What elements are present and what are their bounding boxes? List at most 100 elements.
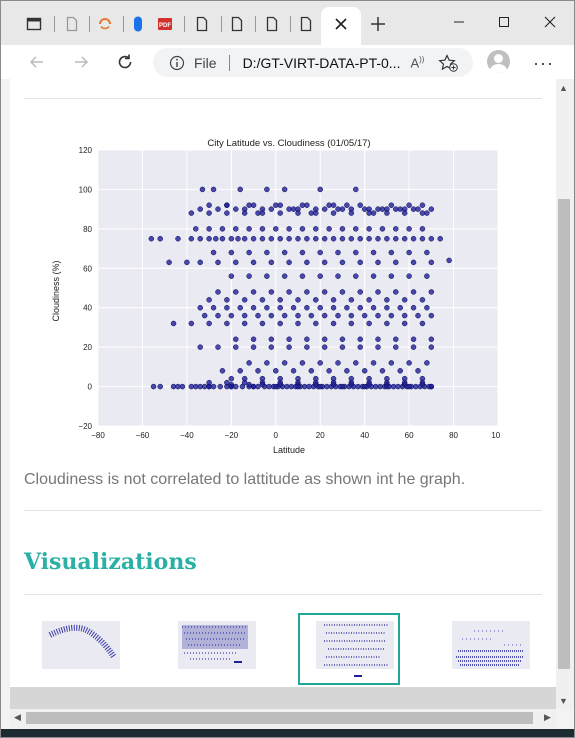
- data-point: [428, 259, 435, 266]
- data-point: [397, 304, 403, 311]
- horizontal-scroll-thumb[interactable]: [26, 712, 533, 724]
- data-point: [428, 289, 435, 295]
- data-point: [259, 235, 266, 242]
- horizontal-scrollbar[interactable]: ◀ ▶: [10, 709, 556, 728]
- more-menu-icon[interactable]: ···: [533, 53, 554, 73]
- data-point: [317, 249, 323, 256]
- data-point: [268, 259, 275, 266]
- tab-separator: [123, 16, 124, 32]
- data-point: [273, 202, 279, 208]
- forward-arrow-icon[interactable]: [69, 50, 93, 74]
- data-point: [277, 235, 283, 242]
- data-point: [424, 304, 430, 311]
- data-point: [419, 202, 426, 208]
- close-icon[interactable]: [333, 16, 349, 32]
- divider-top: [24, 98, 542, 99]
- active-tab[interactable]: [321, 7, 361, 45]
- add-favorite-icon[interactable]: [438, 53, 459, 72]
- extension-icon[interactable]: [129, 9, 147, 39]
- data-point: [370, 360, 377, 366]
- data-point: [424, 360, 430, 366]
- scroll-down-arrow-icon[interactable]: ▼: [559, 696, 568, 706]
- page-icon[interactable]: [193, 9, 211, 39]
- window-icon[interactable]: [25, 9, 43, 39]
- data-point: [393, 336, 399, 343]
- data-point: [228, 383, 235, 390]
- close-window-icon[interactable]: [538, 11, 562, 33]
- address-toolbar: File D:/GT-VIRT-DATA-PT-0... A)) ···: [1, 45, 574, 79]
- profile-avatar[interactable]: [487, 50, 510, 73]
- read-aloud-icon[interactable]: A)): [410, 54, 425, 71]
- thumbnail-temperature[interactable]: .: [24, 613, 126, 685]
- x-tick-label: −80: [91, 431, 105, 440]
- loading-icon[interactable]: [96, 9, 114, 39]
- scroll-up-arrow-icon[interactable]: ▲: [559, 83, 568, 93]
- vertical-scrollbar[interactable]: ▲ ▼: [556, 79, 574, 709]
- data-point: [264, 304, 270, 311]
- info-icon[interactable]: [169, 55, 185, 71]
- data-point: [415, 368, 421, 374]
- data-point: [246, 360, 252, 366]
- scroll-right-arrow-icon[interactable]: ▶: [544, 712, 551, 722]
- scroll-left-arrow-icon[interactable]: ◀: [14, 712, 21, 722]
- data-point: [428, 206, 435, 212]
- data-point: [304, 235, 310, 242]
- data-point: [401, 297, 408, 303]
- data-point: [313, 235, 319, 242]
- data-point: [348, 210, 355, 216]
- data-point: [206, 320, 212, 327]
- divider-middle: [24, 510, 542, 511]
- vertical-scroll-thumb[interactable]: [558, 199, 570, 669]
- data-point: [250, 235, 257, 242]
- data-point: [353, 273, 359, 279]
- data-point: [419, 320, 426, 327]
- data-point: [335, 360, 341, 366]
- address-bar[interactable]: File D:/GT-VIRT-DATA-PT-0... A)): [153, 48, 473, 77]
- thumbnail-humidity[interactable]: [160, 613, 262, 685]
- data-point: [401, 312, 408, 319]
- refresh-icon[interactable]: [113, 50, 137, 74]
- tab-separator: [221, 16, 222, 32]
- data-point: [406, 273, 412, 279]
- data-point: [264, 360, 270, 366]
- data-point: [250, 336, 257, 343]
- page-icon[interactable]: [297, 9, 315, 39]
- data-point: [224, 320, 230, 327]
- thumbnail-cloudiness[interactable]: [298, 613, 400, 685]
- page-icon[interactable]: [63, 9, 81, 39]
- data-point: [428, 344, 435, 350]
- data-point: [419, 297, 426, 303]
- plus-icon[interactable]: [367, 13, 389, 35]
- data-point: [406, 383, 412, 390]
- url-text[interactable]: D:/GT-VIRT-DATA-PT-0...: [242, 54, 401, 71]
- data-point: [241, 297, 248, 303]
- page-icon[interactable]: [263, 9, 281, 39]
- data-point: [188, 210, 195, 216]
- pdf-icon[interactable]: PDF: [156, 9, 174, 39]
- tab-separator: [54, 16, 55, 32]
- data-point: [281, 273, 288, 279]
- minimize-icon[interactable]: [447, 11, 471, 33]
- thumbnail-wind-speed[interactable]: [434, 613, 536, 685]
- data-point: [339, 383, 346, 390]
- data-point: [215, 289, 221, 295]
- maximize-icon[interactable]: [492, 11, 516, 33]
- data-point: [375, 344, 381, 350]
- back-arrow-icon[interactable]: [25, 50, 49, 74]
- data-point: [406, 249, 412, 256]
- data-point: [286, 259, 292, 266]
- data-point: [281, 249, 288, 256]
- y-tick-label: 120: [79, 146, 93, 155]
- data-point: [370, 249, 377, 256]
- data-point: [406, 202, 412, 208]
- data-point: [277, 304, 283, 311]
- data-point: [353, 360, 359, 366]
- data-point: [250, 259, 257, 266]
- data-point: [273, 368, 279, 374]
- data-point: [317, 383, 323, 390]
- data-point: [388, 202, 395, 208]
- data-point: [246, 249, 252, 256]
- page-icon[interactable]: [228, 9, 246, 39]
- y-tick-label: 100: [79, 185, 93, 194]
- data-point: [366, 320, 372, 327]
